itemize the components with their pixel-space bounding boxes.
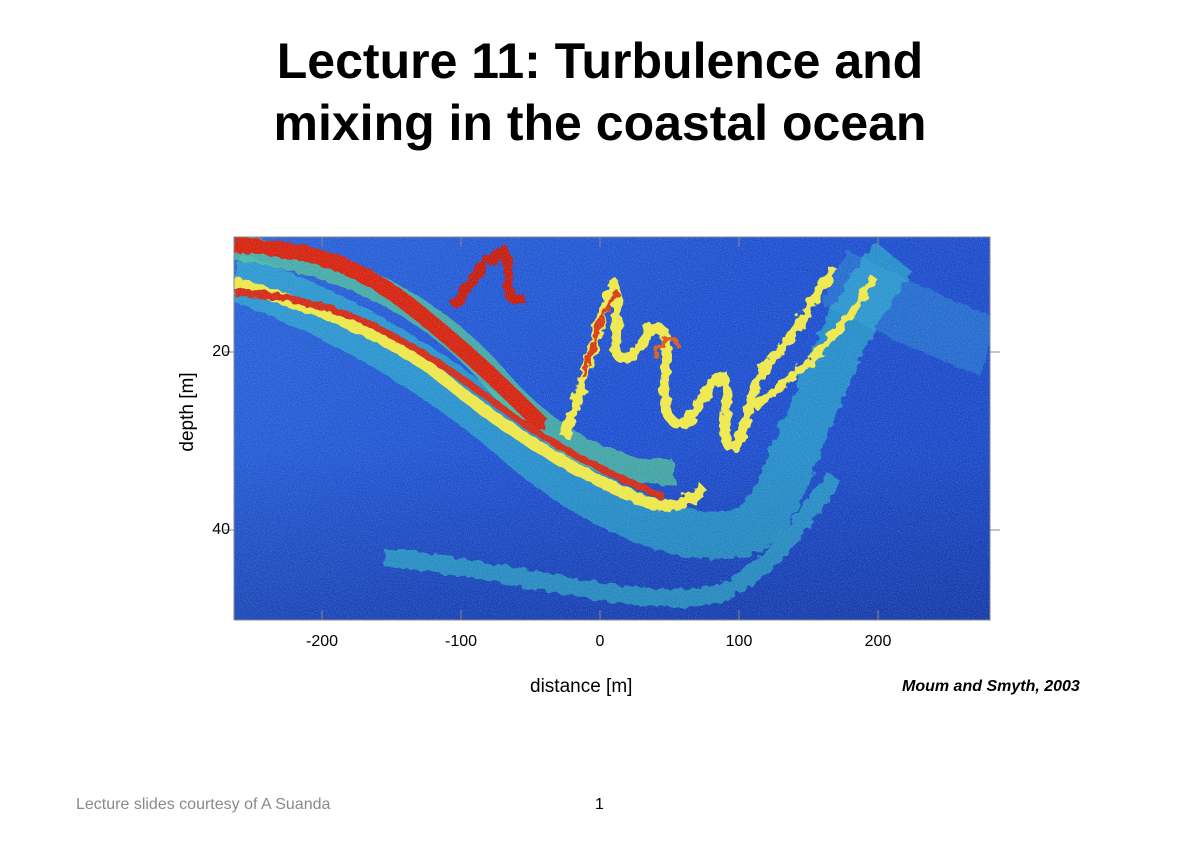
x-tick-label: -100 xyxy=(444,633,478,650)
echogram-image xyxy=(234,237,990,620)
echogram-plot-area xyxy=(234,237,990,620)
x-tick-label: 200 xyxy=(864,633,892,650)
y-tick-label: 20 xyxy=(212,343,230,360)
title-line-1: Lecture 11: Turbulence and xyxy=(276,33,924,89)
x-tick-label: 100 xyxy=(725,633,753,650)
page-number: 1 xyxy=(595,796,604,813)
figure-citation: Moum and Smyth, 2003 xyxy=(902,678,1080,695)
echogram-figure: -200 -100 0 100 200 20 40 depth [m] xyxy=(170,226,1010,666)
x-tick-label: -200 xyxy=(305,633,339,650)
y-axis-label: depth [m] xyxy=(177,372,198,452)
title-line-2: mixing in the coastal ocean xyxy=(273,95,927,151)
y-tick-label: 40 xyxy=(212,521,230,538)
x-axis-label: distance [m] xyxy=(530,676,633,697)
slide-title: Lecture 11: Turbulence and mixing in the… xyxy=(0,30,1200,154)
plot-axes xyxy=(224,236,1000,621)
x-tick-label: 0 xyxy=(595,633,605,650)
footer-credit: Lecture slides courtesy of A Suanda xyxy=(76,796,331,813)
